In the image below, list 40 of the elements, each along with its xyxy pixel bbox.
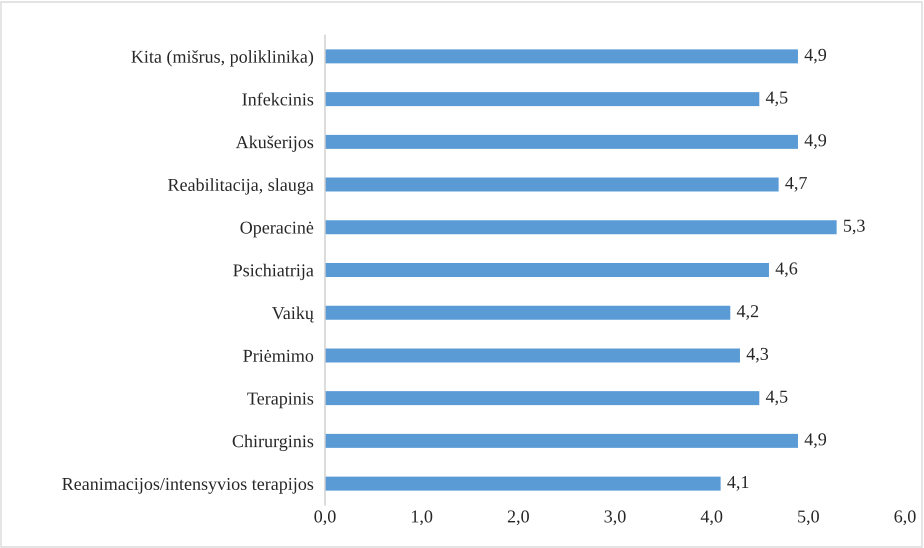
y-tick-label: Psichiatrija [233, 264, 314, 280]
data-label: 4,3 [746, 348, 768, 363]
x-tick-label: 4,0 [700, 510, 722, 526]
data-label: 4,2 [736, 305, 758, 320]
y-tick-label: Reanimacijos/intensyvios terapijos [62, 478, 314, 494]
y-tick-label: Chirurginis [232, 434, 314, 452]
bar [325, 390, 761, 407]
bar [325, 90, 761, 108]
bar [325, 304, 732, 322]
data-label: 4,1 [727, 476, 748, 491]
data-label: 4,5 [766, 390, 788, 406]
data-label: 4,9 [804, 433, 826, 448]
bar [325, 176, 780, 193]
x-tick-label: 0,0 [314, 510, 336, 526]
data-label: 4,9 [804, 134, 826, 149]
bar [325, 432, 800, 450]
y-tick-label: Priėmimo [243, 350, 314, 362]
bar [325, 48, 800, 65]
y-tick-label: Operacinė [240, 222, 314, 238]
x-tick-label: 6,0 [894, 510, 916, 526]
bar [325, 347, 742, 364]
data-label: 4,9 [804, 48, 826, 64]
x-tick-label: 5,0 [798, 510, 819, 526]
y-tick-label: Akušerijos [236, 136, 314, 152]
y-tick-label: Reabilitacija, slauga [168, 178, 314, 195]
bar [325, 218, 838, 236]
x-tick-label: 1,0 [412, 510, 432, 526]
bar [325, 475, 722, 492]
bar [325, 262, 770, 278]
y-tick-label: Terapinis [247, 392, 314, 408]
data-label: 4,7 [785, 177, 807, 192]
x-tick-label: 2,0 [508, 510, 529, 526]
y-tick-label: Vaikų [272, 306, 314, 323]
y-tick-label: Kita (mišrus, poliklinika) [131, 50, 314, 66]
bar [325, 133, 800, 150]
data-label: 4,5 [766, 92, 788, 106]
data-label: 4,6 [776, 262, 798, 278]
x-tick-label: 3,0 [604, 510, 626, 526]
data-label: 5,3 [844, 220, 865, 234]
y-tick-label: Infekcinis [242, 92, 314, 106]
